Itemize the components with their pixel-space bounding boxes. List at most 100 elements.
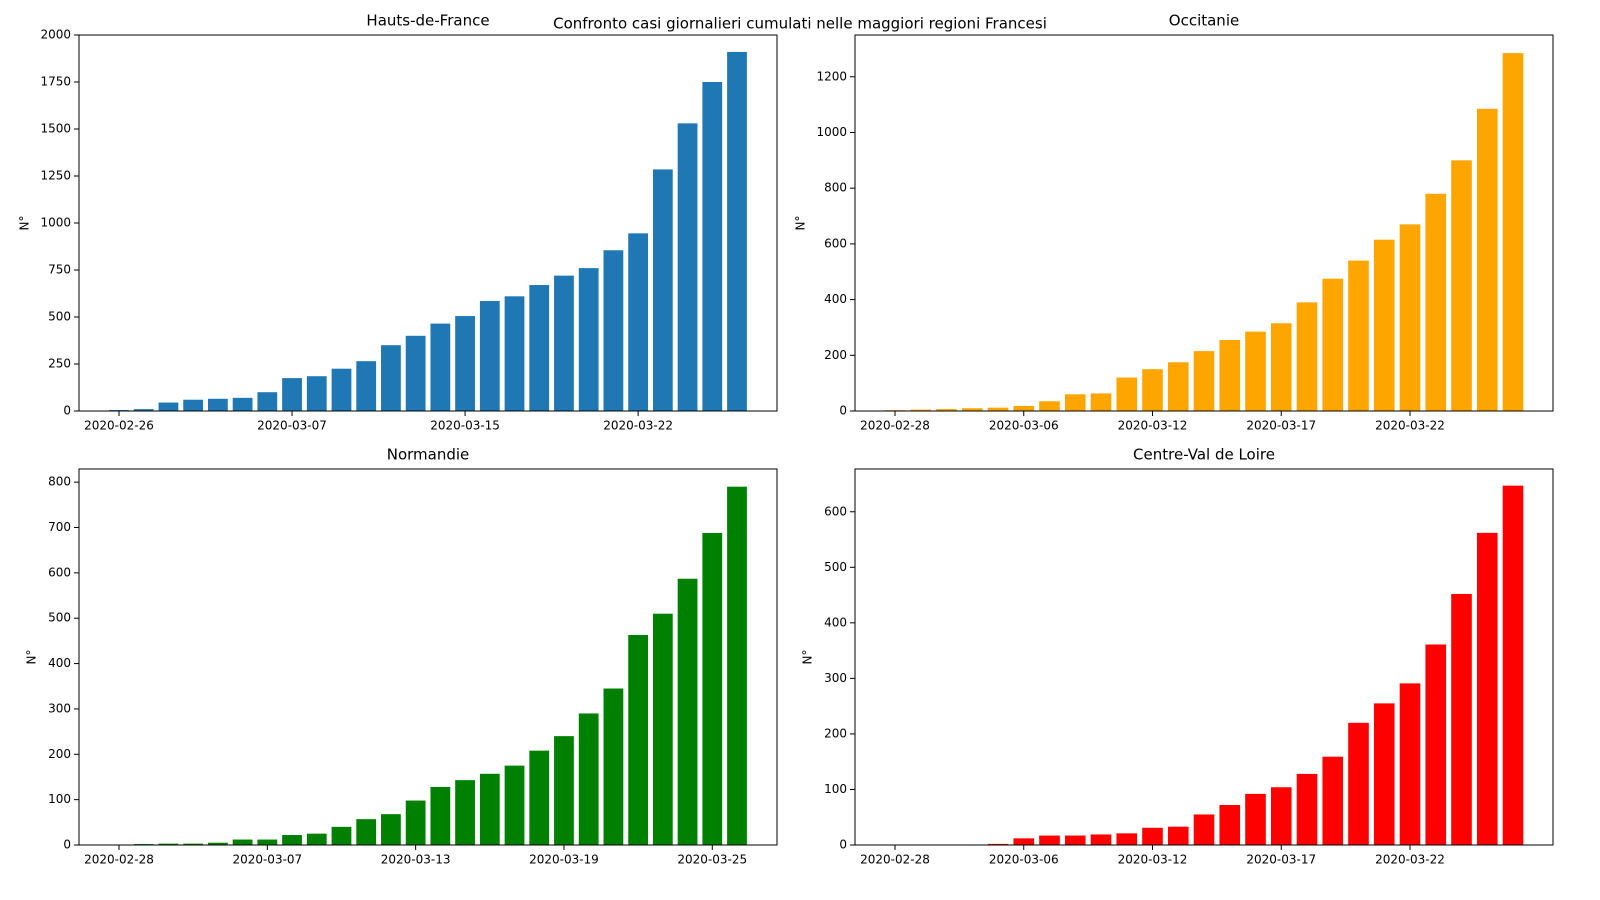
y-tick-label: 700	[48, 520, 71, 534]
bar	[1502, 53, 1524, 412]
bar	[1270, 787, 1292, 845]
bar	[207, 398, 228, 411]
bar	[628, 635, 649, 845]
axes-frame	[854, 468, 1554, 846]
bar	[1399, 224, 1421, 411]
y-tick-label: 0	[839, 404, 847, 418]
bar	[1219, 805, 1241, 845]
bar	[381, 345, 401, 411]
bar	[282, 835, 302, 845]
bar	[1013, 838, 1035, 845]
y-tick-label: 500	[48, 310, 71, 324]
bar	[1193, 351, 1215, 411]
bar	[603, 688, 624, 845]
bar	[504, 296, 525, 411]
bar	[1193, 814, 1215, 845]
bar	[1476, 108, 1498, 412]
x-tick-label: 2020-03-12	[1118, 853, 1188, 867]
x-tick-label: 2020-02-28	[860, 419, 930, 433]
bar	[677, 578, 698, 845]
y-tick-label: 0	[63, 838, 71, 852]
x-tick-label: 2020-03-22	[1375, 853, 1445, 867]
y-tick-label: 400	[48, 656, 71, 670]
bar	[1373, 703, 1395, 845]
bar	[1502, 485, 1524, 845]
bar	[578, 268, 599, 411]
y-tick-label: 800	[824, 181, 847, 195]
bar	[1399, 683, 1421, 845]
y-tick-label: 1000	[816, 125, 847, 139]
bar	[529, 750, 550, 845]
bar	[677, 123, 698, 412]
axes-frame	[78, 468, 778, 846]
bar	[356, 361, 377, 411]
bar	[430, 323, 451, 411]
bar	[257, 839, 278, 845]
x-tick-label: 2020-03-17	[1246, 419, 1316, 433]
bar	[1322, 278, 1344, 411]
bar	[133, 409, 154, 411]
bar	[430, 786, 451, 845]
y-tick-label: 300	[48, 701, 71, 715]
y-tick-label: 100	[48, 792, 71, 806]
bar	[910, 409, 932, 411]
bar	[578, 713, 599, 845]
bar	[1116, 377, 1138, 411]
bar	[306, 833, 327, 845]
y-axis-label: N°	[25, 650, 39, 665]
y-tick-label: 600	[824, 504, 847, 518]
x-tick-label: 2020-03-07	[232, 853, 302, 867]
figure-title: Confronto casi giornalieri cumulati nell…	[553, 15, 1047, 33]
bar	[479, 773, 500, 845]
y-tick-label: 0	[63, 404, 71, 418]
y-tick-label: 250	[48, 357, 71, 371]
y-tick-label: 0	[839, 838, 847, 852]
bar	[232, 839, 253, 845]
bar	[381, 814, 401, 845]
bar	[232, 397, 253, 411]
bar	[1245, 331, 1266, 411]
y-tick-label: 500	[824, 560, 847, 574]
x-tick-label: 2020-03-19	[529, 853, 599, 867]
bar	[1039, 835, 1060, 845]
bar	[702, 532, 723, 845]
bar	[554, 736, 574, 845]
bar	[1064, 835, 1086, 845]
bar	[936, 409, 957, 411]
bar	[603, 250, 624, 411]
bar	[331, 826, 352, 845]
bar	[1451, 593, 1472, 845]
y-tick-label: 750	[48, 263, 71, 277]
bar	[702, 82, 723, 411]
bar	[987, 843, 1009, 845]
y-tick-label: 1200	[816, 69, 847, 83]
axes-frame	[854, 34, 1554, 412]
bar	[529, 285, 550, 411]
bar	[1167, 826, 1189, 845]
bar	[455, 316, 475, 411]
bar	[479, 301, 500, 411]
bar	[1425, 644, 1447, 845]
y-tick-label: 1250	[40, 169, 71, 183]
x-tick-label: 2020-02-26	[84, 419, 154, 433]
bar	[1373, 239, 1395, 411]
bar	[628, 233, 649, 411]
y-tick-label: 1750	[40, 75, 71, 89]
bar	[1167, 362, 1189, 411]
bar	[652, 169, 673, 411]
bar	[1039, 401, 1060, 411]
y-tick-label: 2000	[40, 28, 71, 42]
subplot-title: Normandie	[387, 446, 470, 464]
bar	[405, 800, 426, 845]
bar	[987, 407, 1009, 411]
bar	[1296, 773, 1318, 845]
bar	[1348, 722, 1369, 845]
y-tick-label: 1500	[40, 122, 71, 136]
y-tick-label: 600	[824, 236, 847, 250]
bar	[1116, 833, 1138, 845]
bar	[1476, 532, 1498, 845]
bar	[257, 392, 278, 411]
bar	[1270, 323, 1292, 411]
bar	[1245, 793, 1266, 845]
